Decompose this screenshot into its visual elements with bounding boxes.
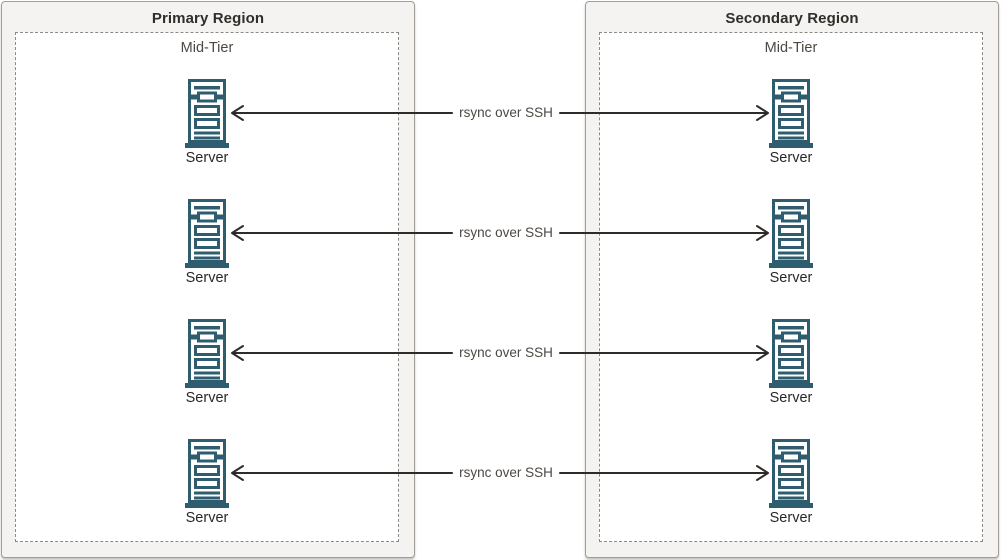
server-label: Server	[185, 510, 229, 526]
server-node: Server	[746, 439, 836, 526]
server-node: Server	[162, 319, 252, 406]
server-tower-icon	[185, 439, 229, 509]
server-label: Server	[769, 390, 813, 406]
tier-label: Mid-Tier	[764, 40, 818, 56]
server-node: Server	[162, 199, 252, 286]
server-label: Server	[185, 390, 229, 406]
region-title: Primary Region	[151, 10, 265, 27]
server-label: Server	[185, 270, 229, 286]
region-title: Secondary Region	[725, 10, 859, 27]
connection-label: rsync over SSH	[459, 225, 553, 240]
server-tower-icon	[769, 319, 813, 389]
region-secondary: Secondary Region Mid-Tier Server Server …	[585, 1, 999, 558]
server-tower-icon	[769, 79, 813, 149]
connection-label: rsync over SSH	[459, 465, 553, 480]
server-label: Server	[769, 150, 813, 166]
connection-label: rsync over SSH	[459, 105, 553, 120]
server-node: Server	[746, 319, 836, 406]
server-tower-icon	[185, 199, 229, 269]
server-node: Server	[162, 79, 252, 166]
region-primary: Primary Region Mid-Tier Server Server Se…	[1, 1, 415, 558]
server-tower-icon	[185, 319, 229, 389]
midtier-secondary: Mid-Tier Server Server Server Server	[599, 32, 983, 542]
tier-label: Mid-Tier	[180, 40, 234, 56]
server-tower-icon	[185, 79, 229, 149]
midtier-primary: Mid-Tier Server Server Server Server	[15, 32, 399, 542]
connection-label: rsync over SSH	[459, 345, 553, 360]
server-label: Server	[769, 510, 813, 526]
server-tower-icon	[769, 199, 813, 269]
server-label: Server	[185, 150, 229, 166]
server-tower-icon	[769, 439, 813, 509]
server-node: Server	[162, 439, 252, 526]
server-label: Server	[769, 270, 813, 286]
server-node: Server	[746, 79, 836, 166]
server-node: Server	[746, 199, 836, 286]
